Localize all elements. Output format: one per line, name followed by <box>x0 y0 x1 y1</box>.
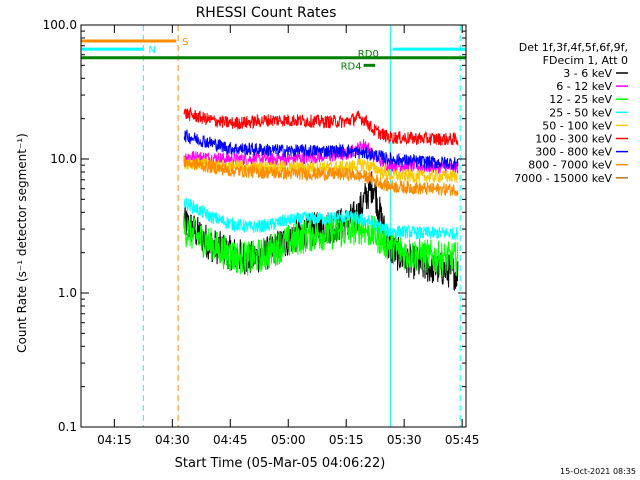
x-axis-label: Start Time (05-Mar-05 04:06:22) <box>175 456 386 471</box>
x-tick-label-2: 04:45 <box>213 433 248 447</box>
plot-frame <box>80 24 467 428</box>
footer-timestamp: 15-Oct-2021 08:35 <box>560 467 636 476</box>
y-axis-label: Count Rate (s⁻¹ detector segment⁻¹) <box>15 133 29 353</box>
y-tick-label-3: 100.0 <box>43 18 77 32</box>
x-tick-label-3: 05:00 <box>271 433 306 447</box>
legend-entry-4: 50 - 100 keV <box>542 119 612 132</box>
annotation-label-n: N <box>148 45 155 56</box>
y-tick-label-1: 1.0 <box>58 286 77 300</box>
y-tick-label-2: 10.0 <box>50 152 77 166</box>
legend-entry-5: 100 - 300 keV <box>535 133 612 146</box>
legend-entry-8: 7000 - 15000 keV <box>514 172 612 185</box>
x-tick-label-0: 04:15 <box>97 433 132 447</box>
x-tick-label-1: 04:30 <box>155 433 190 447</box>
legend-entry-7: 800 - 7000 keV <box>528 159 612 172</box>
series-line-4 <box>183 156 459 184</box>
legend-header-decim: FDecim 1, Att 0 <box>543 54 628 67</box>
series-line-7 <box>183 155 459 197</box>
legend-entry-2: 12 - 25 keV <box>549 93 612 106</box>
annotation-label-s: S <box>182 37 188 48</box>
chart-title: RHESSI Count Rates <box>196 5 337 21</box>
legend-header-detectors: Det 1f,3f,4f,5f,6f,9f, <box>519 41 628 54</box>
legend-entry-1: 6 - 12 keV <box>556 80 612 93</box>
annotation-label-rd4: RD4 <box>341 61 362 72</box>
x-tick-label-4: 05:15 <box>329 433 364 447</box>
annotation-label-rd0: RD0 <box>358 49 379 60</box>
legend-entry-6: 300 - 800 keV <box>535 146 612 159</box>
series-line-6 <box>183 129 459 170</box>
x-tick-label-6: 05:45 <box>445 433 480 447</box>
series-line-2 <box>183 210 459 277</box>
series-line-3 <box>183 197 459 241</box>
legend-entry-3: 25 - 50 keV <box>549 106 612 119</box>
series-line-5 <box>183 106 459 146</box>
legend-entry-0: 3 - 6 keV <box>563 67 612 80</box>
x-tick-label-5: 05:30 <box>387 433 422 447</box>
y-tick-label-0: 0.1 <box>58 420 77 434</box>
